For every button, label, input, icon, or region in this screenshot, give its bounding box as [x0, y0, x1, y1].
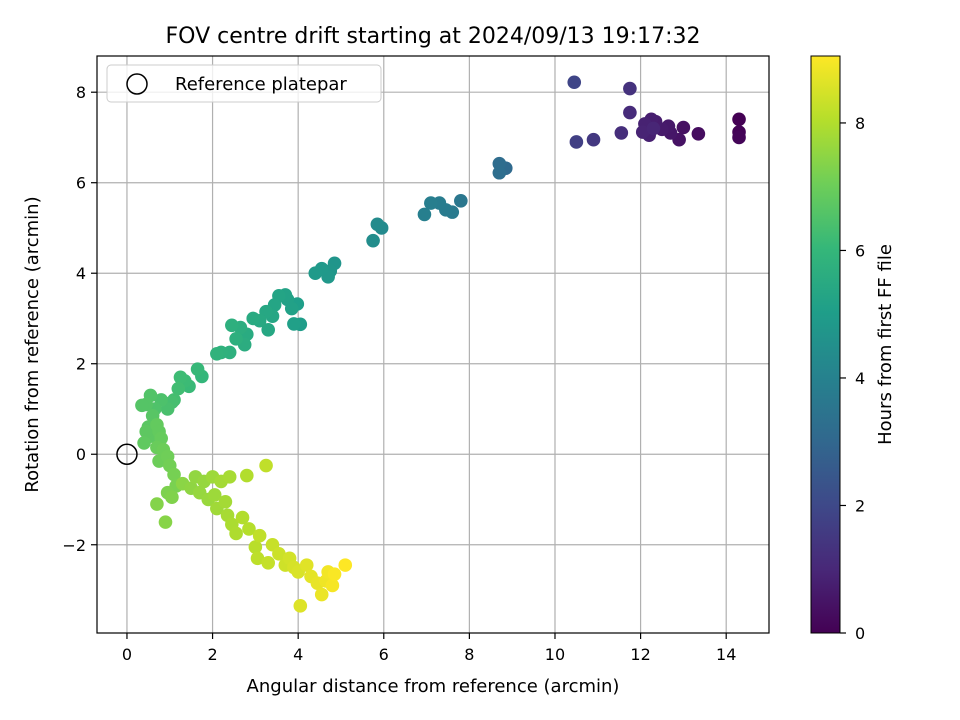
y-axis-label: Rotation from reference (arcmin)	[22, 196, 43, 492]
x-tick-label: 0	[122, 645, 132, 664]
colorbar-ticks: 0 2 4 6 8	[840, 114, 865, 643]
data-point	[240, 468, 254, 483]
colorbar-gradient	[810, 55, 841, 634]
data-point	[325, 578, 340, 593]
data-point	[250, 551, 265, 566]
x-axis-ticks: 0 2 4 6 8 10 12 14	[122, 633, 736, 664]
data-point	[135, 398, 149, 413]
data-point	[218, 494, 233, 509]
data-point	[338, 558, 353, 572]
reference-marker	[116, 443, 138, 465]
x-tick-label: 12	[630, 645, 650, 664]
data-point	[229, 332, 243, 346]
y-tick-label: 4	[76, 264, 86, 283]
data-point	[225, 318, 239, 333]
data-points	[135, 75, 746, 613]
data-point	[261, 556, 276, 570]
x-tick-label: 8	[464, 645, 474, 664]
data-point	[171, 381, 186, 396]
data-point	[210, 346, 224, 361]
data-point	[139, 424, 154, 439]
data-point	[242, 522, 256, 536]
data-point	[222, 470, 237, 484]
data-point	[569, 135, 584, 149]
legend: Reference platepar	[106, 64, 382, 103]
data-point	[252, 528, 267, 543]
data-point	[299, 558, 314, 572]
data-point	[586, 132, 601, 147]
legend-marker-icon	[126, 73, 148, 95]
y-tick-label: 8	[76, 83, 86, 102]
x-tick-label: 6	[379, 645, 389, 664]
plot-frame	[96, 55, 770, 634]
colorbar: 0 2 4 6 8 Hours from first FF file	[810, 55, 896, 643]
data-point	[676, 120, 691, 135]
data-point	[635, 125, 650, 139]
data-point	[370, 217, 385, 232]
data-point	[492, 165, 507, 180]
x-tick-label: 2	[207, 645, 217, 664]
data-point	[417, 207, 432, 222]
data-point	[137, 436, 151, 450]
x-tick-label: 14	[716, 645, 736, 664]
data-point	[366, 233, 380, 248]
colorbar-tick-label: 4	[855, 369, 865, 388]
colorbar-tick-label: 8	[855, 114, 865, 133]
y-tick-label: 6	[76, 174, 86, 193]
colorbar-tick-label: 0	[855, 624, 865, 643]
data-point	[646, 121, 661, 136]
data-point	[165, 490, 179, 505]
colorbar-label: Hours from first FF file	[875, 244, 896, 445]
colorbar-tick-label: 2	[855, 496, 865, 515]
data-point	[190, 362, 205, 376]
data-point	[207, 488, 222, 502]
data-point	[691, 127, 706, 141]
data-point	[272, 547, 286, 561]
data-point	[150, 497, 164, 511]
x-tick-label: 4	[293, 645, 303, 664]
y-axis-ticks: −2 0 2 4 6 8	[62, 83, 97, 555]
data-point	[173, 370, 188, 385]
data-point	[327, 567, 342, 581]
legend-label: Reference platepar	[175, 74, 347, 95]
data-point	[732, 130, 746, 145]
y-tick-label: −2	[62, 536, 86, 555]
data-point	[732, 112, 746, 127]
data-point	[454, 194, 468, 208]
data-point	[158, 515, 173, 529]
y-tick-label: 2	[76, 355, 86, 374]
legend-box	[106, 64, 382, 103]
x-axis-label: Angular distance from reference (arcmin)	[247, 676, 620, 697]
colorbar-tick-label: 6	[855, 241, 865, 260]
chart-title: FOV centre drift starting at 2024/09/13 …	[166, 24, 701, 49]
data-point	[259, 458, 273, 473]
data-point	[261, 322, 276, 337]
data-point	[424, 196, 438, 210]
data-point	[287, 317, 301, 331]
data-point	[567, 75, 582, 90]
data-point	[229, 526, 243, 541]
y-tick-label: 0	[76, 445, 86, 464]
data-point	[308, 266, 323, 281]
data-point	[246, 311, 261, 326]
data-point	[623, 81, 637, 96]
data-point	[623, 105, 637, 120]
data-point	[248, 540, 263, 554]
data-point	[314, 587, 329, 602]
data-point	[614, 126, 629, 140]
data-point	[293, 599, 308, 613]
x-tick-label: 10	[545, 645, 565, 664]
grid-lines	[97, 56, 769, 633]
data-point	[167, 467, 181, 482]
data-point	[235, 510, 250, 525]
